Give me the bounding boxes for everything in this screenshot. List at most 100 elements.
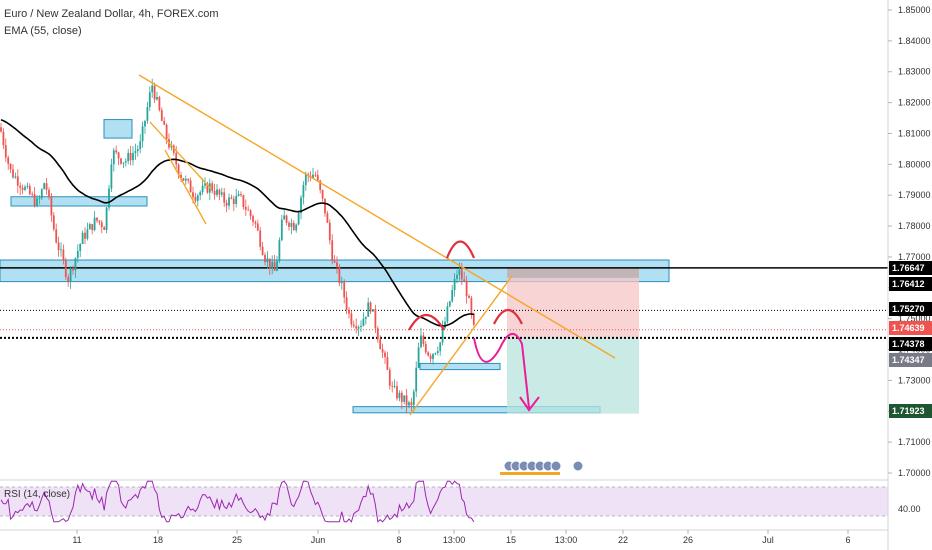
candle-body — [180, 174, 182, 179]
candle-body — [470, 298, 473, 314]
zone-mid-left-band — [10, 196, 148, 207]
candle-body — [453, 278, 456, 290]
time-tick-label: 26 — [683, 535, 693, 545]
candle-body — [420, 335, 422, 348]
candle-body — [64, 260, 67, 278]
candle-body — [434, 353, 437, 354]
indicator-label[interactable]: EMA (55, close) — [4, 25, 82, 37]
time-tick-label: Jul — [762, 535, 774, 545]
candle-body — [144, 120, 146, 127]
candle-body — [232, 198, 235, 204]
time-tick-label: Jun — [311, 535, 326, 545]
price-tick-label: 1.81000 — [898, 128, 931, 138]
candle-body — [93, 217, 96, 231]
candle-body — [448, 301, 451, 307]
price-tick-label: 1.83000 — [898, 67, 931, 77]
candle-body — [465, 281, 468, 297]
candle-body — [302, 185, 305, 198]
price-tag — [889, 277, 932, 291]
candle-body — [352, 324, 355, 327]
candle-body — [218, 189, 221, 195]
candle-body — [436, 351, 439, 354]
candle-body — [273, 261, 276, 271]
left-shoulder-arc — [408, 313, 445, 331]
candle-body — [57, 242, 60, 251]
event-icon[interactable] — [572, 460, 584, 472]
candle-body — [240, 194, 242, 196]
candle-body — [206, 183, 209, 193]
time-tick-label: 15 — [506, 535, 516, 545]
candle-body — [405, 395, 408, 406]
candle-body — [247, 209, 250, 211]
candle-body — [196, 195, 199, 201]
candle-body — [105, 207, 108, 231]
candle-body — [456, 274, 458, 279]
candle-body — [16, 176, 19, 186]
candle-body — [261, 246, 264, 255]
time-tick-label: 8 — [396, 535, 401, 545]
candle-body — [81, 232, 84, 244]
candle-body — [50, 196, 53, 216]
price-tag-label: 1.71923 — [892, 406, 925, 416]
time-tick-label: 22 — [618, 535, 628, 545]
candle-body — [26, 185, 29, 187]
candle-body — [7, 157, 10, 164]
candle-body — [112, 150, 115, 165]
candle-body — [28, 185, 31, 195]
candle-body — [38, 198, 41, 200]
candle-body — [84, 232, 86, 239]
price-tick-label: 1.77000 — [898, 252, 931, 262]
candle-body — [451, 289, 454, 302]
chart-title[interactable]: Euro / New Zealand Dollar, 4h, FOREX.com — [4, 8, 219, 20]
candle-body — [91, 224, 94, 231]
candle-body — [432, 353, 434, 360]
candle-body — [295, 224, 298, 231]
candle-body — [314, 174, 317, 176]
candle-body — [24, 186, 26, 190]
rsi-label[interactable]: RSI (14, close) — [4, 489, 71, 500]
candle-body — [463, 279, 466, 282]
time-tick-label: 25 — [232, 535, 242, 545]
event-icon[interactable] — [550, 460, 562, 472]
candle-body — [127, 152, 130, 162]
candle-body — [254, 222, 257, 224]
price-tag — [889, 404, 932, 418]
entry-header — [507, 267, 639, 278]
candle-body — [355, 326, 358, 329]
candle-body — [290, 222, 293, 227]
candle-body — [328, 222, 331, 241]
price-tick-label: 1.73000 — [898, 375, 931, 385]
candle-body — [120, 158, 122, 164]
candle-body — [412, 391, 415, 406]
candle-body — [163, 120, 166, 125]
candle-body — [331, 240, 334, 262]
candle-body — [175, 152, 178, 165]
candle-body — [60, 249, 62, 251]
candle-body — [139, 141, 142, 150]
candle-body — [427, 352, 430, 356]
candle-body — [446, 306, 449, 322]
price-tag-label: 1.74347 — [892, 355, 925, 365]
price-tag-label: 1.75270 — [892, 304, 925, 314]
candle-body — [134, 151, 137, 154]
price-tick-label: 1.85000 — [898, 5, 931, 15]
candle-body — [300, 197, 302, 214]
candle-body — [259, 230, 262, 247]
price-tick-label: 1.71000 — [898, 437, 931, 447]
candle-body — [12, 169, 14, 178]
time-axis[interactable]: 11 18 25 Jun 8 13:00 15 13:00 22 26 Jul 6 — [72, 530, 851, 545]
candle-body — [396, 386, 398, 399]
price-tag — [889, 321, 932, 335]
projection-arrowhead — [519, 396, 540, 412]
candle-body — [48, 189, 50, 197]
candle-body — [103, 227, 106, 231]
candle-body — [386, 357, 389, 370]
candle-body — [460, 269, 463, 280]
candle-body — [235, 195, 238, 204]
candle-body — [194, 196, 197, 201]
candle-body — [312, 174, 314, 178]
candle-body — [336, 262, 338, 267]
candle-body — [189, 180, 192, 193]
candle-body — [348, 309, 350, 314]
